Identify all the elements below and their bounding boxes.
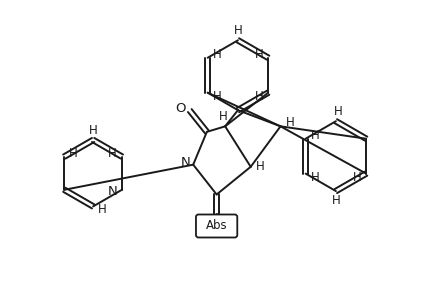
Text: H: H bbox=[108, 147, 117, 160]
Text: H: H bbox=[352, 171, 361, 184]
Text: H: H bbox=[213, 48, 221, 61]
Text: H: H bbox=[254, 90, 263, 103]
FancyBboxPatch shape bbox=[196, 214, 237, 237]
Text: H: H bbox=[332, 194, 340, 207]
Text: H: H bbox=[233, 24, 242, 38]
Text: Abs: Abs bbox=[206, 219, 227, 233]
Text: H: H bbox=[69, 147, 78, 160]
Text: N: N bbox=[181, 156, 190, 169]
Text: O: O bbox=[175, 102, 186, 115]
Text: H: H bbox=[213, 90, 221, 103]
Text: H: H bbox=[256, 160, 264, 173]
Text: H: H bbox=[219, 111, 227, 123]
Text: H: H bbox=[89, 124, 97, 137]
Text: N: N bbox=[108, 185, 118, 198]
Text: H: H bbox=[334, 105, 342, 118]
Text: H: H bbox=[311, 171, 319, 184]
Text: H: H bbox=[311, 129, 319, 142]
Text: H: H bbox=[286, 116, 294, 129]
Text: H: H bbox=[254, 48, 263, 61]
Text: H: H bbox=[98, 203, 107, 216]
